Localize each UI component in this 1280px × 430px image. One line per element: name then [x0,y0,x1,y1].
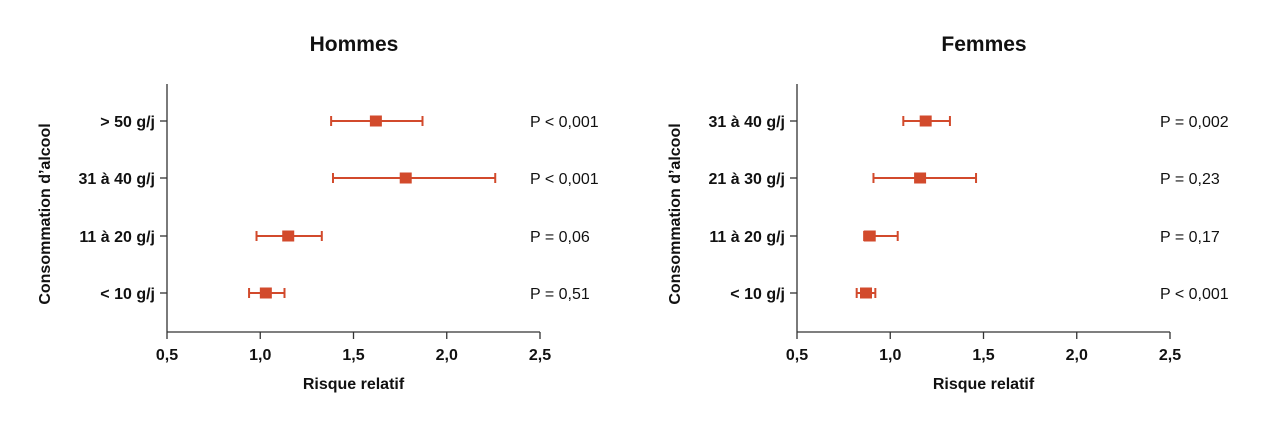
point-estimate [399,172,412,184]
x-tick-label: 0,5 [786,347,808,364]
p-value-label: P < 0,001 [1160,286,1229,303]
category-label: < 10 g/j [100,286,155,303]
point-estimate [863,230,876,242]
x-tick-label: 2,0 [436,347,458,364]
panel-title: Hommes [310,33,399,56]
p-value-label: P = 0,51 [530,286,590,303]
p-value-label: P = 0,002 [1160,114,1229,131]
point-estimate [914,172,927,184]
x-tick-label: 1,5 [342,347,364,364]
x-tick-label: 2,0 [1066,347,1088,364]
category-label: > 50 g/j [100,114,155,131]
category-label: < 10 g/j [730,286,785,303]
x-axis-label: Risque relatif [933,376,1035,393]
p-value-label: P = 0,06 [530,229,590,246]
category-label: 11 à 20 g/j [79,229,155,246]
category-label: 31 à 40 g/j [79,171,156,188]
y-axis-label: Consommation d’alcool [667,123,684,304]
category-label: 31 à 40 g/j [709,114,786,131]
x-tick-label: 1,0 [879,347,901,364]
panel-title: Femmes [941,33,1026,56]
point-estimate [259,287,272,299]
x-tick-label: 0,5 [156,347,178,364]
p-value-label: P = 0,23 [1160,171,1220,188]
panel-femmes: Femmes Consommation d’alcool 0,5 1,0 1,5 2,0 2… [667,33,1229,393]
y-axis-label: Consommation d’alcool [37,123,54,304]
x-tick-label: 2,5 [1159,347,1181,364]
category-label: 11 à 20 g/j [709,229,785,246]
point-estimate [919,115,932,127]
x-tick-label: 2,5 [529,347,551,364]
x-tick-label: 1,0 [249,347,271,364]
x-tick-label: 1,5 [972,347,994,364]
p-value-label: P = 0,17 [1160,229,1220,246]
point-estimate [282,230,295,242]
x-axis-label: Risque relatif [303,376,405,393]
panel-hommes: Hommes Consommation d’alcool 0,5 1,0 1,5 2,0 2… [37,33,599,393]
point-estimate [369,115,382,127]
p-value-label: P < 0,001 [530,114,599,131]
point-estimate [860,287,873,299]
category-label: 21 à 30 g/j [709,171,786,188]
p-value-label: P < 0,001 [530,171,599,188]
